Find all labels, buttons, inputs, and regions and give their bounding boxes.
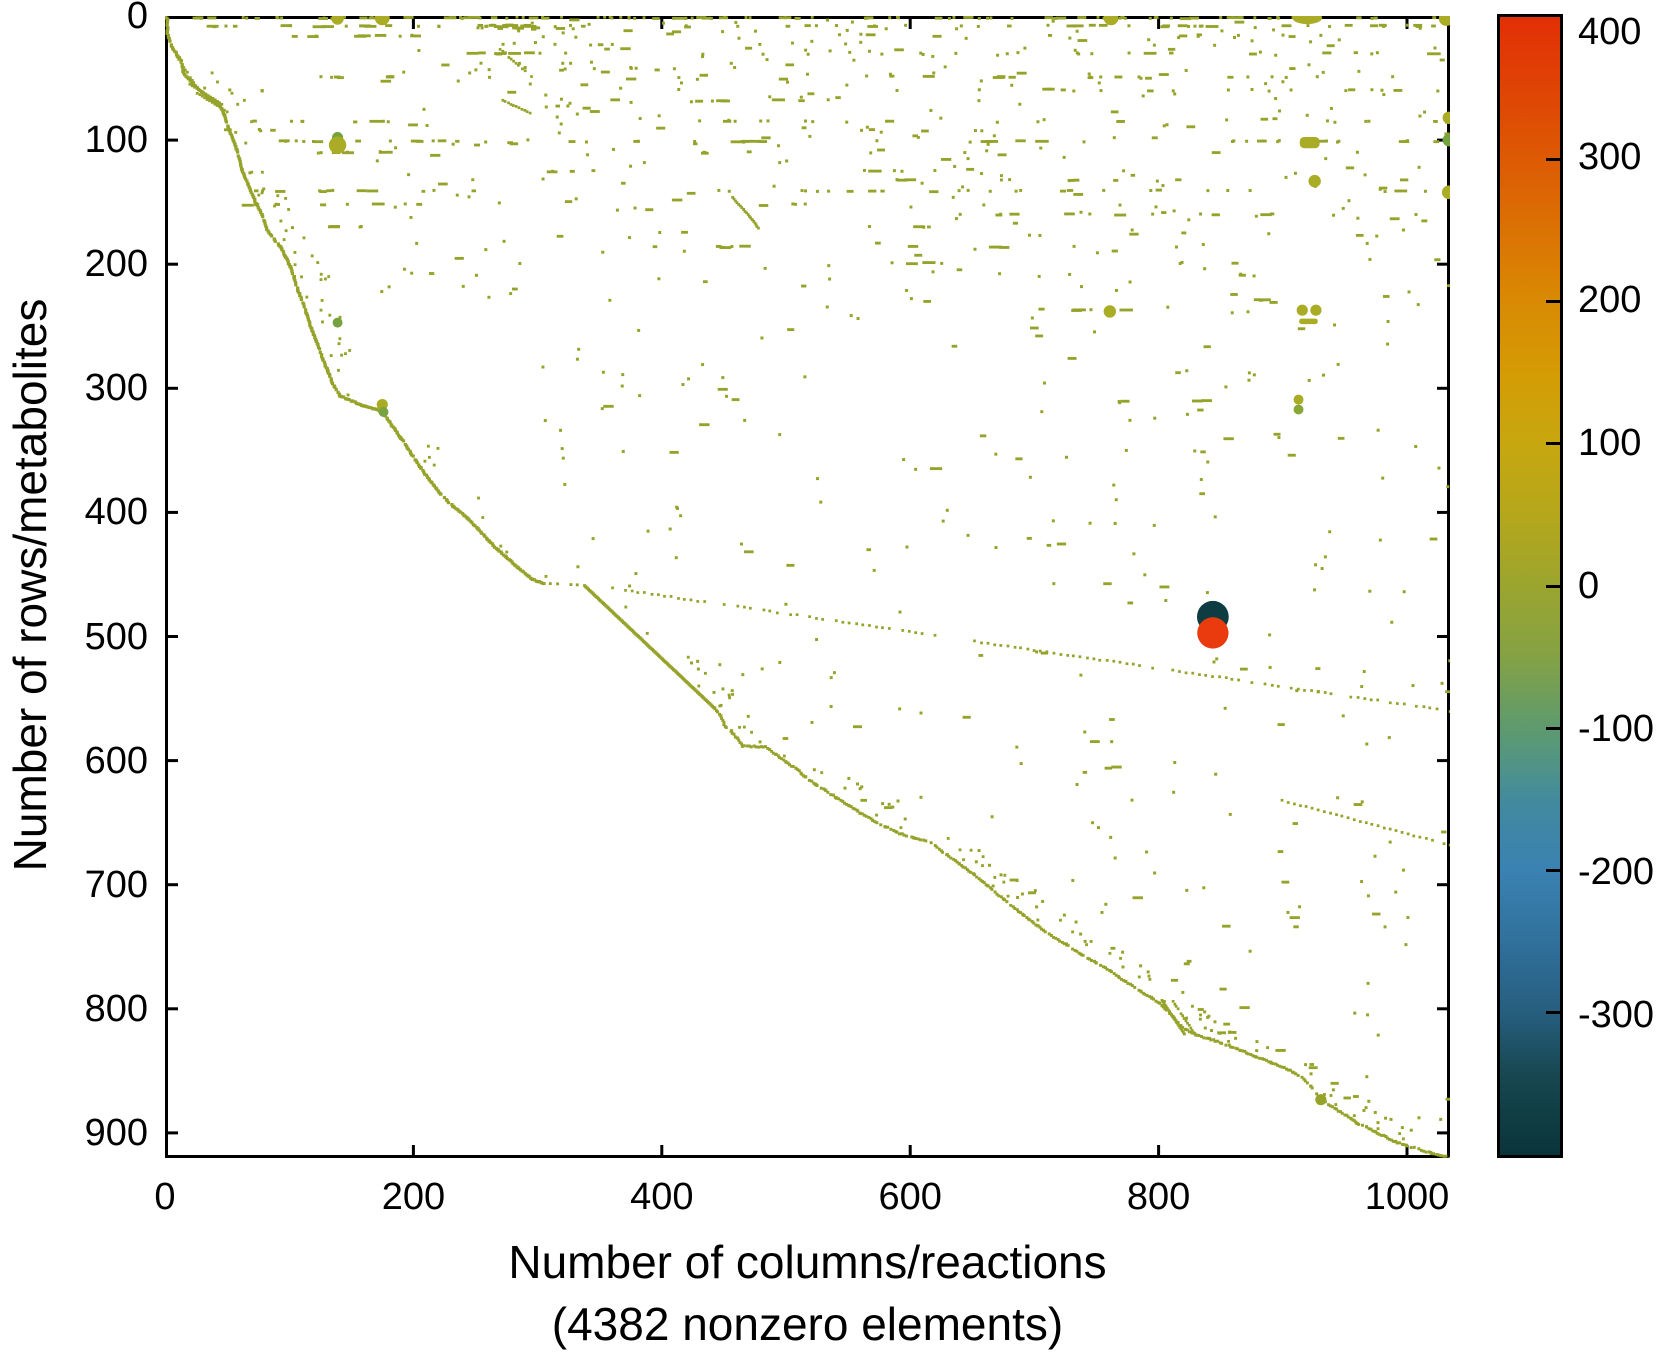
curve-layer	[165, 16, 1450, 1158]
colorbar-tick-label: 100	[1578, 422, 1642, 464]
colorbar-tick	[1546, 157, 1560, 161]
y-tick-label: 400	[84, 491, 148, 534]
colorbar-tick-label: 200	[1578, 279, 1642, 321]
y-tick-label: 900	[84, 1111, 148, 1154]
y-axis-title: Number of rows/metabolites	[4, 298, 56, 872]
colorbar-tick-label: 400	[1578, 11, 1642, 53]
y-tick-label: 800	[84, 987, 148, 1030]
colorbar	[1497, 14, 1563, 1158]
colorbar-tick-label: 0	[1578, 565, 1600, 607]
colorbar-tick-label: -200	[1578, 851, 1655, 893]
colorbar-tick	[1546, 442, 1560, 446]
y-tick-label: 600	[84, 739, 148, 782]
colorbar-tick	[1546, 584, 1560, 588]
x-axis-title: Number of columns/reactions	[508, 1236, 1107, 1288]
x-tick-label: 200	[381, 1176, 446, 1218]
colorbar-tick	[1546, 726, 1560, 730]
y-tick-label: 500	[84, 615, 148, 658]
x-tick-label: 800	[1126, 1176, 1191, 1218]
markers-layer	[328, 16, 1450, 1106]
bands-layer	[192, 16, 1450, 471]
x-tick-label: 600	[878, 1176, 942, 1218]
x-tick-label: 0	[154, 1176, 176, 1218]
colorbar-tick-label: -300	[1578, 994, 1655, 1036]
plot-area	[165, 16, 1450, 1158]
large-coefficient-dot	[1197, 617, 1229, 649]
axes-frame	[165, 16, 1450, 1158]
y-tick-label: 700	[84, 863, 148, 906]
y-tick-label: 0	[126, 0, 148, 37]
x-axis-subtitle: (4382 nonzero elements)	[551, 1298, 1064, 1350]
colorbar-tick-label: -100	[1578, 708, 1655, 750]
sparse-matrix-scatter	[165, 16, 1450, 1158]
y-tick-label: 200	[84, 243, 148, 286]
y-tick-label: 300	[84, 367, 148, 410]
scatter-layer	[203, 18, 1450, 1141]
x-tick-label: 400	[630, 1176, 694, 1218]
colorbar-tick	[1546, 869, 1560, 872]
colorbar-tick	[1546, 300, 1560, 303]
x-tick-label: 1000	[1364, 1176, 1450, 1218]
colorbar-tick	[1546, 1011, 1560, 1015]
y-tick-label: 100	[84, 119, 148, 162]
colorbar-tick-label: 300	[1578, 136, 1642, 178]
